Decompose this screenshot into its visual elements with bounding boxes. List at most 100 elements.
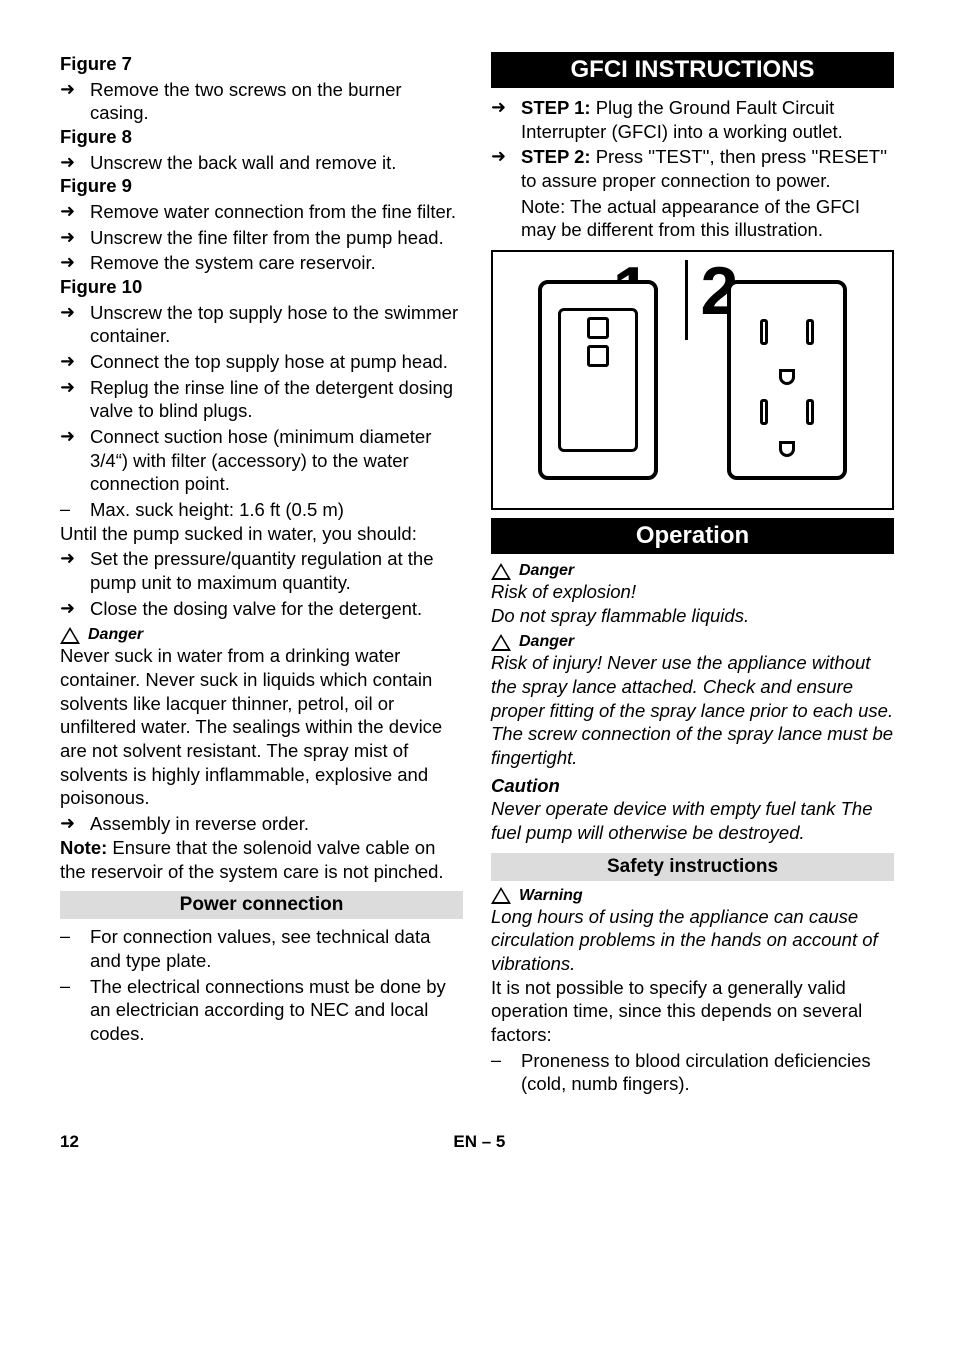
item-text: Max. suck height: 1.6 ft (0.5 m) bbox=[90, 498, 463, 522]
item-text: Set the pressure/quantity regulation at … bbox=[90, 547, 463, 594]
danger-label: Danger bbox=[88, 626, 143, 644]
list-item: ➜Assembly in reverse order. bbox=[60, 812, 463, 836]
figure-7-label: Figure 7 bbox=[60, 52, 463, 76]
warning-label: Warning bbox=[519, 887, 583, 905]
danger-heading: Danger bbox=[491, 562, 894, 580]
standard-outlet-icon bbox=[727, 280, 847, 480]
danger-label: Danger bbox=[519, 562, 574, 580]
footer-center: EN – 5 bbox=[79, 1132, 880, 1152]
arrow-icon: ➜ bbox=[491, 145, 521, 192]
arrow-icon: ➜ bbox=[60, 301, 90, 348]
item-text: Unscrew the back wall and remove it. bbox=[90, 151, 463, 175]
item-text: Assembly in reverse order. bbox=[90, 812, 463, 836]
step-label: STEP 2: bbox=[521, 146, 596, 167]
list-item: ➜Remove water connection from the fine f… bbox=[60, 200, 463, 224]
item-text: For connection values, see technical dat… bbox=[90, 925, 463, 972]
arrow-icon: ➜ bbox=[60, 425, 90, 496]
list-item: ➜Connect the top supply hose at pump hea… bbox=[60, 350, 463, 374]
arrow-icon: ➜ bbox=[60, 151, 90, 175]
figure-10-label: Figure 10 bbox=[60, 275, 463, 299]
power-connection-heading: Power connection bbox=[60, 891, 463, 919]
arrow-icon: ➜ bbox=[60, 597, 90, 621]
warning-heading: Warning bbox=[491, 887, 894, 905]
list-item: ➜Replug the rinse line of the detergent … bbox=[60, 376, 463, 423]
figure-9-label: Figure 9 bbox=[60, 174, 463, 198]
outlet-2 bbox=[727, 280, 847, 480]
arrow-icon: ➜ bbox=[491, 96, 521, 143]
dash-icon: – bbox=[491, 1049, 521, 1096]
arrow-icon: ➜ bbox=[60, 376, 90, 423]
item-text: STEP 1: Plug the Ground Fault Circuit In… bbox=[521, 96, 894, 143]
dash-icon: – bbox=[60, 925, 90, 972]
right-column: GFCI INSTRUCTIONS ➜STEP 1: Plug the Grou… bbox=[491, 52, 894, 1096]
danger-label: Danger bbox=[519, 633, 574, 651]
list-item: –Max. suck height: 1.6 ft (0.5 m) bbox=[60, 498, 463, 522]
item-text: Unscrew the top supply hose to the swimm… bbox=[90, 301, 463, 348]
list-item: ➜Unscrew the top supply hose to the swim… bbox=[60, 301, 463, 348]
list-item: ➜Unscrew the fine filter from the pump h… bbox=[60, 226, 463, 250]
gfci-heading: GFCI INSTRUCTIONS bbox=[491, 52, 894, 88]
danger-text-line1: Risk of explosion! bbox=[491, 580, 894, 604]
page-number: 12 bbox=[60, 1132, 79, 1152]
item-text: Remove the two screws on the burner casi… bbox=[90, 78, 463, 125]
gfci-outlet-icon bbox=[538, 280, 658, 480]
gfci-illustration: 1 2 bbox=[491, 250, 894, 510]
warning-triangle-icon bbox=[491, 634, 511, 651]
step-label: STEP 1: bbox=[521, 97, 596, 118]
note-paragraph: Note: Ensure that the solenoid valve cab… bbox=[60, 836, 463, 883]
item-text: Connect the top supply hose at pump head… bbox=[90, 350, 463, 374]
warning-triangle-icon bbox=[491, 887, 511, 904]
note-text: Ensure that the solenoid valve cable on … bbox=[60, 837, 444, 882]
illustration-divider bbox=[685, 260, 688, 340]
danger-text: Never suck in water from a drinking wate… bbox=[60, 644, 463, 810]
arrow-icon: ➜ bbox=[60, 547, 90, 594]
item-text: Proneness to blood circulation deficienc… bbox=[521, 1049, 894, 1096]
list-item: ➜STEP 2: Press ''TEST'', then press ''RE… bbox=[491, 145, 894, 192]
paragraph: Until the pump sucked in water, you shou… bbox=[60, 522, 463, 546]
safety-heading: Safety instructions bbox=[491, 853, 894, 881]
list-item: ➜Close the dosing valve for the detergen… bbox=[60, 597, 463, 621]
caution-text: Never operate device with empty fuel tan… bbox=[491, 797, 894, 844]
list-item: –Proneness to blood circulation deficien… bbox=[491, 1049, 894, 1096]
dash-icon: – bbox=[60, 498, 90, 522]
caution-label: Caution bbox=[491, 774, 894, 798]
danger-text-line2: Do not spray flammable liquids. bbox=[491, 604, 894, 628]
danger-heading: Danger bbox=[60, 626, 463, 644]
list-item: –For connection values, see technical da… bbox=[60, 925, 463, 972]
item-text: Connect suction hose (minimum diameter 3… bbox=[90, 425, 463, 496]
list-item: –The electrical connections must be done… bbox=[60, 975, 463, 1046]
danger-text: Risk of injury! Never use the appliance … bbox=[491, 651, 894, 769]
figure-8-label: Figure 8 bbox=[60, 125, 463, 149]
list-item: ➜Set the pressure/quantity regulation at… bbox=[60, 547, 463, 594]
warning-triangle-icon bbox=[491, 563, 511, 580]
footer: 12 EN – 5 bbox=[60, 1132, 894, 1152]
warning-followup: It is not possible to specify a generall… bbox=[491, 976, 894, 1047]
warning-text: Long hours of using the appliance can ca… bbox=[491, 905, 894, 976]
gfci-note: Note: The actual appearance of the GFCI … bbox=[491, 195, 894, 242]
item-text: The electrical connections must be done … bbox=[90, 975, 463, 1046]
left-column: Figure 7 ➜Remove the two screws on the b… bbox=[60, 52, 463, 1096]
outlet-1 bbox=[538, 280, 658, 480]
page: Figure 7 ➜Remove the two screws on the b… bbox=[0, 0, 954, 1192]
item-text: Remove water connection from the fine fi… bbox=[90, 200, 463, 224]
warning-triangle-icon bbox=[60, 627, 80, 644]
item-text: Unscrew the fine filter from the pump he… bbox=[90, 226, 463, 250]
list-item: ➜STEP 1: Plug the Ground Fault Circuit I… bbox=[491, 96, 894, 143]
operation-heading: Operation bbox=[491, 518, 894, 554]
list-item: ➜Remove the system care reservoir. bbox=[60, 251, 463, 275]
note-label: Note: bbox=[60, 837, 112, 858]
footer-spacer bbox=[880, 1132, 894, 1152]
dash-icon: – bbox=[60, 975, 90, 1046]
list-item: ➜Remove the two screws on the burner cas… bbox=[60, 78, 463, 125]
arrow-icon: ➜ bbox=[60, 226, 90, 250]
item-text: Close the dosing valve for the detergent… bbox=[90, 597, 463, 621]
item-text: Replug the rinse line of the detergent d… bbox=[90, 376, 463, 423]
danger-heading: Danger bbox=[491, 633, 894, 651]
arrow-icon: ➜ bbox=[60, 251, 90, 275]
item-text: STEP 2: Press ''TEST'', then press ''RES… bbox=[521, 145, 894, 192]
arrow-icon: ➜ bbox=[60, 350, 90, 374]
arrow-icon: ➜ bbox=[60, 812, 90, 836]
two-column-layout: Figure 7 ➜Remove the two screws on the b… bbox=[60, 52, 894, 1096]
list-item: ➜Unscrew the back wall and remove it. bbox=[60, 151, 463, 175]
item-text: Remove the system care reservoir. bbox=[90, 251, 463, 275]
